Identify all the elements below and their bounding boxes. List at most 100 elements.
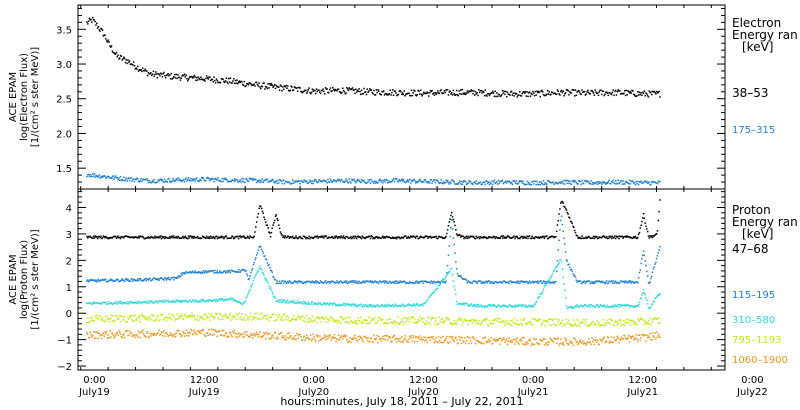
data-point bbox=[367, 91, 369, 93]
data-point bbox=[655, 296, 657, 299]
data-point bbox=[538, 343, 541, 345]
data-point bbox=[417, 89, 419, 92]
data-point bbox=[250, 271, 252, 274]
data-point bbox=[463, 179, 465, 182]
data-point bbox=[238, 235, 241, 238]
data-point bbox=[290, 319, 292, 322]
data-point bbox=[315, 236, 318, 238]
data-point bbox=[169, 237, 172, 239]
data-point bbox=[350, 303, 352, 306]
data-point bbox=[97, 318, 100, 320]
data-point bbox=[455, 293, 457, 296]
data-point bbox=[205, 270, 207, 272]
data-point bbox=[279, 317, 282, 320]
data-point bbox=[434, 235, 437, 238]
data-point bbox=[541, 281, 544, 284]
data-point bbox=[324, 321, 327, 324]
data-point bbox=[509, 340, 511, 343]
data-point bbox=[146, 317, 149, 320]
data-point bbox=[514, 93, 517, 95]
data-point bbox=[134, 68, 137, 70]
data-point bbox=[384, 339, 387, 341]
data-point bbox=[595, 280, 597, 282]
data-point bbox=[135, 334, 137, 336]
data-point bbox=[263, 179, 265, 182]
data-point bbox=[400, 236, 403, 239]
data-point bbox=[462, 302, 464, 305]
data-point bbox=[349, 336, 351, 339]
data-point bbox=[269, 266, 271, 269]
data-point bbox=[429, 179, 432, 181]
data-point bbox=[569, 306, 571, 308]
data-point bbox=[231, 298, 233, 301]
data-point bbox=[653, 317, 655, 319]
data-point bbox=[141, 280, 143, 282]
data-point bbox=[146, 316, 148, 319]
data-point bbox=[161, 334, 164, 337]
data-point bbox=[364, 319, 367, 322]
data-point bbox=[214, 299, 216, 301]
data-point bbox=[451, 179, 454, 182]
data-point bbox=[141, 67, 144, 69]
data-point bbox=[512, 92, 514, 95]
data-point bbox=[151, 278, 154, 281]
data-point bbox=[178, 275, 181, 278]
data-point bbox=[115, 332, 118, 335]
data-point bbox=[374, 236, 377, 239]
data-point bbox=[92, 18, 95, 21]
data-point bbox=[586, 280, 588, 282]
data-point bbox=[498, 321, 501, 323]
data-point bbox=[276, 218, 278, 220]
data-point bbox=[335, 235, 337, 237]
data-point bbox=[360, 303, 362, 306]
data-point bbox=[289, 300, 292, 303]
data-point bbox=[292, 281, 295, 284]
data-point bbox=[396, 94, 399, 96]
data-point bbox=[101, 237, 104, 239]
data-point bbox=[645, 225, 647, 228]
data-point bbox=[180, 313, 182, 316]
data-point bbox=[597, 237, 600, 239]
data-point bbox=[228, 298, 231, 301]
data-point bbox=[339, 316, 342, 318]
data-point bbox=[219, 179, 221, 182]
data-point bbox=[173, 333, 176, 336]
data-point bbox=[479, 305, 482, 308]
data-point bbox=[130, 236, 132, 238]
data-point bbox=[435, 93, 437, 95]
data-point bbox=[453, 93, 455, 95]
data-point bbox=[188, 331, 191, 334]
data-point bbox=[610, 280, 612, 283]
data-point bbox=[597, 280, 600, 282]
data-point bbox=[203, 271, 205, 274]
data-point bbox=[596, 339, 599, 342]
data-point bbox=[543, 280, 546, 283]
data-point bbox=[216, 335, 219, 338]
data-point bbox=[535, 281, 537, 283]
data-point bbox=[373, 334, 375, 337]
data-point bbox=[519, 280, 522, 283]
data-point bbox=[567, 321, 569, 324]
data-point bbox=[191, 315, 194, 317]
data-point bbox=[386, 235, 388, 238]
data-point bbox=[435, 235, 437, 238]
data-point bbox=[470, 89, 473, 91]
data-point bbox=[189, 271, 192, 273]
data-point bbox=[497, 281, 500, 284]
data-point bbox=[228, 180, 230, 183]
data-point bbox=[573, 229, 576, 232]
data-point bbox=[235, 82, 237, 84]
data-point bbox=[282, 336, 285, 339]
data-point bbox=[390, 305, 392, 308]
data-point bbox=[581, 282, 583, 284]
data-point bbox=[221, 78, 223, 80]
data-point bbox=[152, 181, 155, 183]
data-point bbox=[512, 339, 514, 341]
data-point bbox=[162, 331, 164, 334]
data-point bbox=[237, 237, 240, 240]
data-point bbox=[387, 336, 390, 338]
data-point bbox=[499, 95, 501, 98]
data-point bbox=[103, 301, 105, 304]
data-point bbox=[390, 341, 392, 344]
data-point bbox=[291, 337, 294, 340]
